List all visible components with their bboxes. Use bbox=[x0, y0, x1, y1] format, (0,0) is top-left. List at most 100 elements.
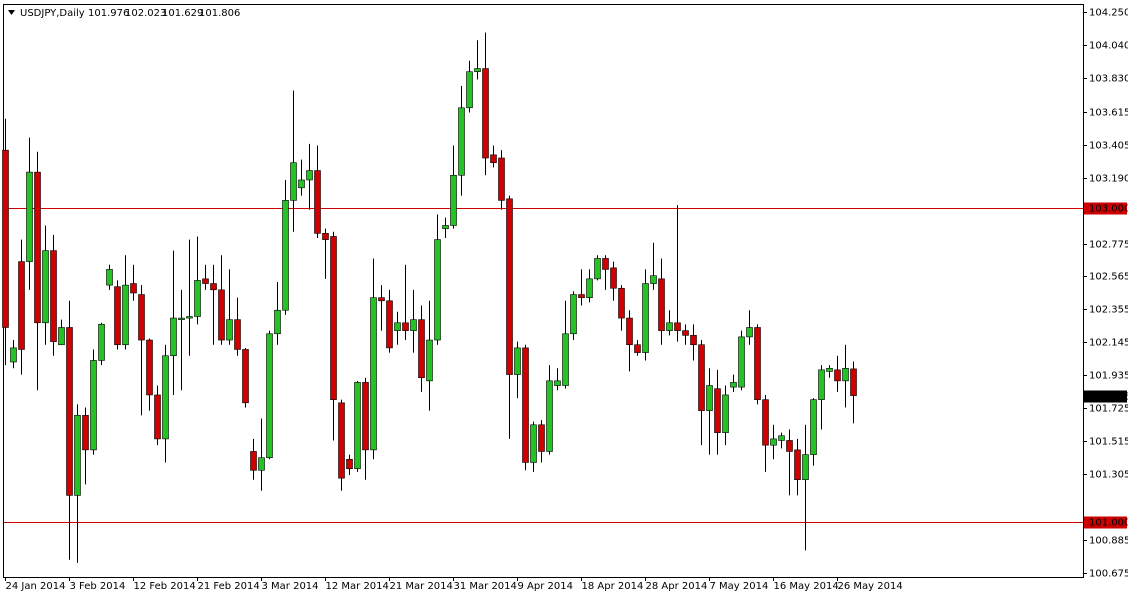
price-tag-label: 103.000 bbox=[1089, 204, 1128, 215]
x-tick-label: 18 Apr 2014 bbox=[582, 581, 644, 592]
header-high: 102.023 bbox=[125, 8, 166, 19]
candle-body bbox=[218, 289, 225, 341]
candle-body bbox=[834, 369, 841, 382]
candle-body bbox=[450, 174, 457, 226]
candle-body bbox=[2, 149, 9, 328]
candle-body bbox=[666, 322, 673, 331]
candle-body bbox=[546, 380, 553, 452]
candle-body bbox=[98, 324, 105, 361]
candle-body bbox=[26, 171, 33, 262]
candle-body bbox=[786, 440, 793, 452]
candle-body bbox=[762, 399, 769, 446]
candle-body bbox=[210, 283, 217, 291]
candle-body bbox=[58, 327, 65, 346]
candle-body bbox=[698, 344, 705, 411]
y-tick-label: 103.405 bbox=[1089, 141, 1128, 152]
candle-body bbox=[362, 382, 369, 451]
candle-body bbox=[330, 236, 337, 400]
candle-body bbox=[378, 297, 385, 302]
candle-body bbox=[722, 394, 729, 433]
y-tick-label: 103.190 bbox=[1089, 174, 1128, 185]
header-close: 101.806 bbox=[199, 8, 240, 19]
candle-body bbox=[474, 68, 481, 72]
candle-body bbox=[778, 435, 785, 441]
candle-body bbox=[826, 367, 833, 372]
candle-body bbox=[658, 278, 665, 331]
current-price-label: 101.806 bbox=[1089, 392, 1128, 403]
candle-body bbox=[466, 71, 473, 109]
candle-body bbox=[250, 451, 257, 471]
candle-body bbox=[354, 382, 361, 470]
candle-body bbox=[346, 459, 353, 470]
candle-body bbox=[162, 355, 169, 440]
candle-body bbox=[618, 287, 625, 319]
candle-body bbox=[842, 367, 849, 382]
price-tag-label: 101.000 bbox=[1089, 518, 1128, 529]
candle-body bbox=[482, 68, 489, 159]
candle-body bbox=[498, 157, 505, 201]
candle-body bbox=[730, 382, 737, 388]
candle-body bbox=[706, 385, 713, 411]
candle-body bbox=[810, 399, 817, 455]
candle-body bbox=[690, 335, 697, 346]
menu-triangle[interactable] bbox=[8, 10, 15, 15]
candle-body bbox=[194, 280, 201, 317]
candle-body bbox=[322, 233, 329, 240]
x-tick-label: 31 Mar 2014 bbox=[454, 581, 517, 592]
candle-body bbox=[714, 388, 721, 433]
candle-body bbox=[314, 170, 321, 234]
candle-body bbox=[434, 239, 441, 341]
x-tick-label: 3 Feb 2014 bbox=[70, 581, 126, 592]
candle-body bbox=[90, 360, 97, 451]
price-tag bbox=[1084, 202, 1127, 215]
candle-body bbox=[170, 317, 177, 357]
x-tick-label: 9 Apr 2014 bbox=[518, 581, 573, 592]
candle-body bbox=[66, 327, 73, 496]
candle-body bbox=[506, 198, 513, 375]
candle-body bbox=[370, 297, 377, 451]
candle-body bbox=[258, 457, 265, 471]
candle-body bbox=[426, 339, 433, 382]
y-tick-label: 100.885 bbox=[1089, 536, 1128, 547]
candle-body bbox=[738, 336, 745, 388]
candle-body bbox=[770, 438, 777, 446]
candle-body bbox=[138, 294, 145, 341]
candle-body bbox=[610, 267, 617, 289]
x-tick-label: 16 May 2014 bbox=[774, 581, 839, 592]
candle-body bbox=[130, 283, 137, 294]
candle-body bbox=[650, 275, 657, 284]
candle-body bbox=[442, 225, 449, 229]
candle-body bbox=[114, 286, 121, 346]
candle-body bbox=[818, 369, 825, 400]
candle-body bbox=[514, 347, 521, 375]
y-tick-label: 101.305 bbox=[1089, 470, 1128, 481]
candle-body bbox=[522, 347, 529, 463]
y-tick-label: 103.615 bbox=[1089, 108, 1128, 119]
candle-body bbox=[754, 327, 761, 400]
candle-body bbox=[538, 424, 545, 452]
candle-body bbox=[282, 200, 289, 311]
candle-body bbox=[338, 402, 345, 479]
x-tick-label: 3 Mar 2014 bbox=[262, 581, 319, 592]
y-tick-label: 102.775 bbox=[1089, 240, 1128, 251]
y-tick-label: 103.830 bbox=[1089, 74, 1128, 85]
candle-body bbox=[682, 330, 689, 336]
candle-body bbox=[402, 322, 409, 331]
candle-body bbox=[42, 250, 49, 324]
candle-body bbox=[554, 380, 561, 386]
x-tick-label: 21 Mar 2014 bbox=[390, 581, 453, 592]
candle-body bbox=[578, 294, 585, 298]
header-open: 101.976 bbox=[88, 8, 129, 19]
candle-body bbox=[674, 322, 681, 331]
candle-body bbox=[634, 344, 641, 353]
candle-body bbox=[34, 171, 41, 324]
y-tick-label: 100.675 bbox=[1089, 569, 1128, 580]
x-tick-label: 24 Jan 2014 bbox=[6, 581, 66, 592]
candle-body bbox=[122, 284, 129, 346]
candle-body bbox=[74, 415, 81, 496]
candle-body bbox=[626, 317, 633, 346]
candle-body bbox=[18, 261, 25, 350]
header-low: 101.629 bbox=[162, 8, 203, 19]
candle-body bbox=[234, 319, 241, 350]
